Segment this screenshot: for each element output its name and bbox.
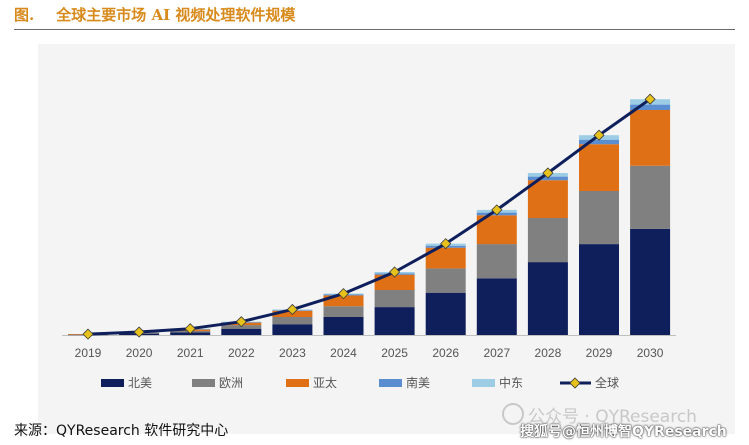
total-marker bbox=[440, 238, 452, 250]
bar-segment bbox=[579, 191, 619, 245]
figure-title: 全球主要市场 AI 视频处理软件规模 bbox=[56, 6, 296, 24]
x-tick-label: 2023 bbox=[279, 346, 306, 360]
legend-label: 全球 bbox=[595, 375, 619, 390]
total-marker bbox=[235, 316, 247, 328]
bar-segment bbox=[221, 328, 262, 335]
x-tick-label: 2025 bbox=[381, 346, 408, 360]
bar-segment bbox=[527, 262, 568, 335]
total-marker bbox=[133, 326, 145, 338]
watermark-top-text: 公众号 · QYResearch bbox=[528, 407, 697, 427]
legend-label: 亚太 bbox=[313, 375, 337, 390]
legend-swatch bbox=[286, 379, 309, 387]
watermark-top: 公众号 · QYResearch bbox=[502, 402, 697, 427]
legend-label: 欧洲 bbox=[219, 376, 243, 390]
legend-swatch bbox=[101, 379, 124, 387]
total-marker bbox=[286, 303, 298, 316]
x-tick-label: 2024 bbox=[330, 346, 357, 360]
bar-segment bbox=[579, 244, 619, 335]
legend-label: 南美 bbox=[406, 375, 430, 390]
legend-swatch bbox=[192, 379, 215, 387]
bar-segment bbox=[579, 144, 619, 191]
bar-segment bbox=[527, 180, 568, 218]
bar-segment bbox=[630, 165, 671, 229]
x-tick-label: 2030 bbox=[637, 346, 664, 360]
bar-segment bbox=[374, 307, 415, 335]
bar-segment bbox=[425, 292, 466, 335]
bar-segment bbox=[476, 278, 517, 335]
total-marker bbox=[593, 129, 605, 141]
bar-segment bbox=[527, 218, 568, 263]
bar-segment bbox=[272, 317, 313, 325]
total-marker bbox=[389, 266, 401, 278]
bar-segment bbox=[323, 295, 364, 307]
legend-swatch bbox=[379, 379, 402, 387]
bar-segment bbox=[630, 104, 671, 110]
total-marker bbox=[337, 288, 350, 300]
legend-label: 中东 bbox=[499, 375, 523, 390]
bar-segment bbox=[425, 247, 466, 269]
bar-segment bbox=[425, 268, 466, 293]
total-marker bbox=[82, 328, 94, 340]
chart-title: 图. 全球主要市场 AI 视频处理软件规模 bbox=[14, 4, 295, 25]
total-marker bbox=[184, 323, 196, 335]
x-tick-label: 2028 bbox=[535, 346, 562, 360]
x-tick-label: 2021 bbox=[177, 346, 204, 360]
bar-segment bbox=[374, 274, 415, 290]
bar-segment bbox=[630, 110, 671, 166]
total-marker bbox=[491, 204, 503, 216]
total-line bbox=[87, 97, 651, 336]
x-tick-label: 2027 bbox=[483, 346, 510, 360]
figure-label: 图. bbox=[14, 6, 35, 24]
bar-segment bbox=[323, 306, 364, 317]
x-tick-label: 2026 bbox=[432, 346, 459, 360]
x-tick-label: 2019 bbox=[75, 346, 102, 360]
watermark-bottom: 搜狐号@恒州博智QYResearch bbox=[520, 424, 727, 440]
x-tick-label: 2029 bbox=[586, 346, 613, 360]
bar-segment bbox=[476, 244, 517, 279]
title-divider bbox=[14, 29, 735, 30]
total-marker bbox=[644, 93, 656, 105]
bar-segment bbox=[630, 228, 671, 335]
bar-segment bbox=[272, 324, 313, 335]
legend-marker bbox=[569, 377, 581, 389]
x-tick-label: 2020 bbox=[126, 346, 153, 360]
wechat-icon bbox=[502, 403, 524, 425]
bar-segment bbox=[374, 290, 415, 308]
legend-label: 北美 bbox=[128, 376, 152, 390]
total-marker bbox=[542, 167, 554, 179]
x-tick-label: 2022 bbox=[228, 346, 255, 360]
bar-segment bbox=[579, 139, 619, 145]
source-note: 来源：QYResearch 软件研究中心 bbox=[14, 423, 229, 439]
bar-segment bbox=[323, 317, 364, 335]
legend-swatch bbox=[472, 379, 495, 387]
